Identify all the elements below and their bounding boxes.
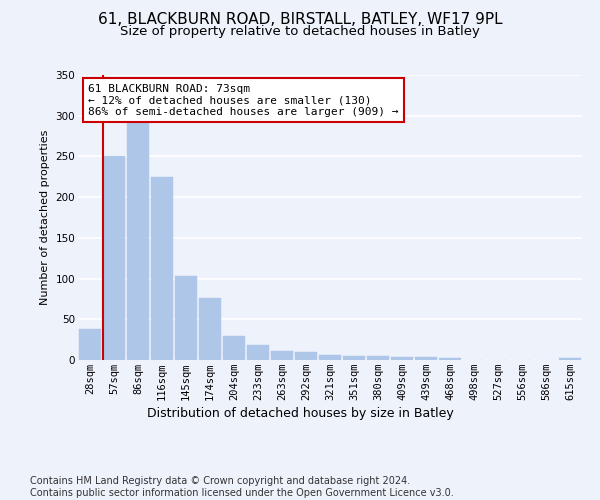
Text: 61 BLACKBURN ROAD: 73sqm
← 12% of detached houses are smaller (130)
86% of semi-: 61 BLACKBURN ROAD: 73sqm ← 12% of detach… — [88, 84, 398, 116]
Bar — [295, 352, 317, 360]
Bar — [175, 276, 197, 360]
Bar — [223, 336, 245, 360]
Bar — [343, 356, 365, 360]
Bar — [127, 122, 149, 360]
Bar — [151, 177, 173, 360]
Bar — [439, 358, 461, 360]
Text: 61, BLACKBURN ROAD, BIRSTALL, BATLEY, WF17 9PL: 61, BLACKBURN ROAD, BIRSTALL, BATLEY, WF… — [98, 12, 502, 28]
Bar — [319, 355, 341, 360]
Y-axis label: Number of detached properties: Number of detached properties — [40, 130, 50, 305]
Bar — [79, 329, 101, 360]
Text: Distribution of detached houses by size in Batley: Distribution of detached houses by size … — [146, 408, 454, 420]
Bar — [199, 298, 221, 360]
Bar — [391, 356, 413, 360]
Bar — [247, 344, 269, 360]
Text: Size of property relative to detached houses in Batley: Size of property relative to detached ho… — [120, 25, 480, 38]
Bar — [367, 356, 389, 360]
Bar — [415, 356, 437, 360]
Bar — [271, 351, 293, 360]
Text: Contains HM Land Registry data © Crown copyright and database right 2024.
Contai: Contains HM Land Registry data © Crown c… — [30, 476, 454, 498]
Bar — [559, 358, 581, 360]
Bar — [103, 156, 125, 360]
